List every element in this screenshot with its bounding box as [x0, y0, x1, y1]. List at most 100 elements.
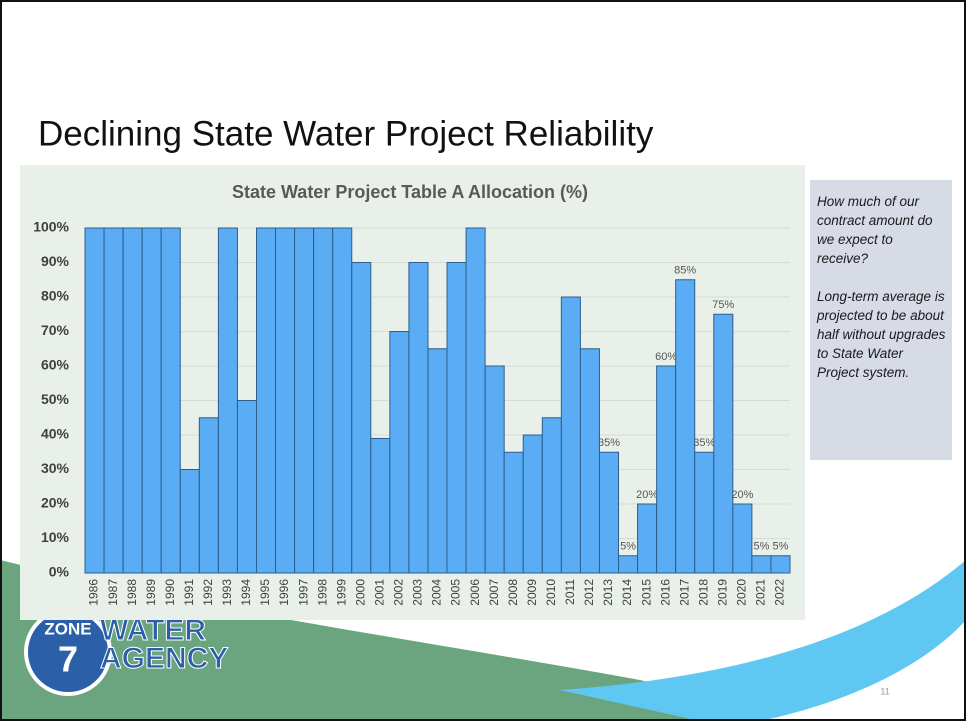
bar	[179, 469, 200, 574]
x-tick-label: 2020	[735, 579, 749, 606]
x-tick-label: 2008	[506, 579, 520, 606]
bar	[484, 365, 505, 574]
bar	[503, 451, 524, 574]
bar	[446, 262, 467, 574]
x-tick-label: 2005	[449, 579, 463, 606]
bar	[160, 227, 181, 574]
x-tick-label: 1987	[106, 579, 120, 606]
white-wave	[760, 620, 966, 721]
y-tick-label: 60%	[41, 357, 70, 373]
note-text: How much of our contract amount do we ex…	[817, 194, 933, 266]
green-wave	[0, 560, 800, 721]
note-text: Long-term average is projected to be abo…	[817, 289, 946, 380]
bar	[675, 279, 696, 574]
x-tick-label: 2000	[353, 579, 367, 606]
bar	[427, 348, 448, 574]
bar	[408, 262, 429, 574]
bar	[465, 227, 486, 574]
x-tick-label: 1988	[125, 579, 139, 606]
y-tick-label: 20%	[41, 495, 70, 511]
y-tick-label: 90%	[41, 253, 70, 269]
y-tick-label: 40%	[41, 426, 70, 442]
y-tick-label: 10%	[41, 529, 70, 545]
y-tick-label: 0%	[49, 564, 70, 580]
logo-number: 7	[58, 639, 78, 680]
x-tick-label: 1991	[182, 579, 196, 606]
data-label: 5%	[773, 541, 789, 553]
page-number: 11	[880, 686, 889, 696]
data-label: 20%	[731, 489, 753, 501]
bar	[103, 227, 124, 574]
x-tick-label: 1994	[239, 579, 253, 606]
bar	[370, 437, 391, 574]
data-label: 75%	[712, 299, 734, 311]
bar	[294, 227, 315, 574]
blue-wave	[560, 560, 966, 721]
bar	[141, 227, 162, 574]
bar	[198, 417, 219, 574]
x-tick-label: 2022	[773, 579, 787, 606]
x-tick-label: 1998	[315, 579, 329, 606]
x-tick-label: 2019	[715, 579, 729, 606]
bar	[122, 227, 143, 574]
data-label: 5%	[753, 541, 769, 553]
x-tick-label: 2014	[620, 579, 634, 606]
bar	[618, 555, 639, 574]
bar	[389, 331, 410, 574]
x-tick-label: 2017	[677, 579, 691, 606]
x-tick-label: 2013	[601, 579, 615, 606]
data-label: 5%	[620, 541, 636, 553]
bar	[637, 503, 658, 574]
y-tick-label: 70%	[41, 322, 70, 338]
x-tick-label: 2003	[411, 579, 425, 606]
bar	[522, 434, 543, 574]
y-tick-label: 100%	[33, 219, 69, 235]
bar	[713, 313, 734, 574]
bar	[694, 451, 715, 574]
x-tick-label: 2002	[392, 579, 406, 606]
logo-badge-text: ZONE	[44, 619, 91, 638]
x-tick-label: 2015	[639, 579, 653, 606]
data-label: 35%	[693, 437, 715, 449]
x-tick-label: 2010	[544, 579, 558, 606]
data-label: 85%	[674, 265, 696, 277]
bar	[275, 227, 296, 574]
data-label: 60%	[655, 351, 677, 363]
x-tick-label: 1997	[296, 579, 310, 606]
chart-title: State Water Project Table A Allocation (…	[232, 182, 588, 202]
x-tick-label: 2018	[696, 579, 710, 606]
note-box: How much of our contract amount do we ex…	[810, 180, 952, 460]
x-tick-label: 1993	[220, 579, 234, 606]
bar	[217, 227, 238, 574]
x-tick-label: 2009	[525, 579, 539, 606]
logo-name: AGENCY	[100, 642, 228, 675]
y-tick-label: 80%	[41, 288, 70, 304]
bar	[656, 365, 677, 574]
bar	[770, 555, 791, 574]
bar	[255, 227, 277, 574]
bar	[751, 555, 772, 574]
x-tick-label: 2007	[487, 579, 501, 606]
x-tick-label: 1995	[258, 579, 272, 606]
y-tick-label: 30%	[41, 460, 70, 476]
x-tick-label: 2012	[582, 579, 596, 606]
x-tick-label: 1986	[87, 579, 101, 606]
x-tick-label: 1992	[201, 579, 215, 606]
data-label: 20%	[636, 489, 658, 501]
bar	[332, 227, 353, 574]
data-label: 35%	[598, 437, 620, 449]
x-tick-label: 2011	[563, 579, 577, 605]
x-tick-label: 2021	[754, 579, 768, 606]
bar	[560, 296, 581, 574]
bar	[236, 400, 257, 574]
y-tick-label: 50%	[41, 391, 70, 407]
bar	[732, 503, 753, 574]
x-tick-label: 2016	[658, 579, 672, 606]
bar	[351, 262, 372, 574]
slide-title: Declining State Water Project Reliabilit…	[38, 114, 654, 153]
bar	[598, 451, 620, 574]
bar	[579, 348, 600, 574]
x-tick-label: 1999	[334, 579, 348, 606]
x-tick-label: 1990	[163, 579, 177, 606]
